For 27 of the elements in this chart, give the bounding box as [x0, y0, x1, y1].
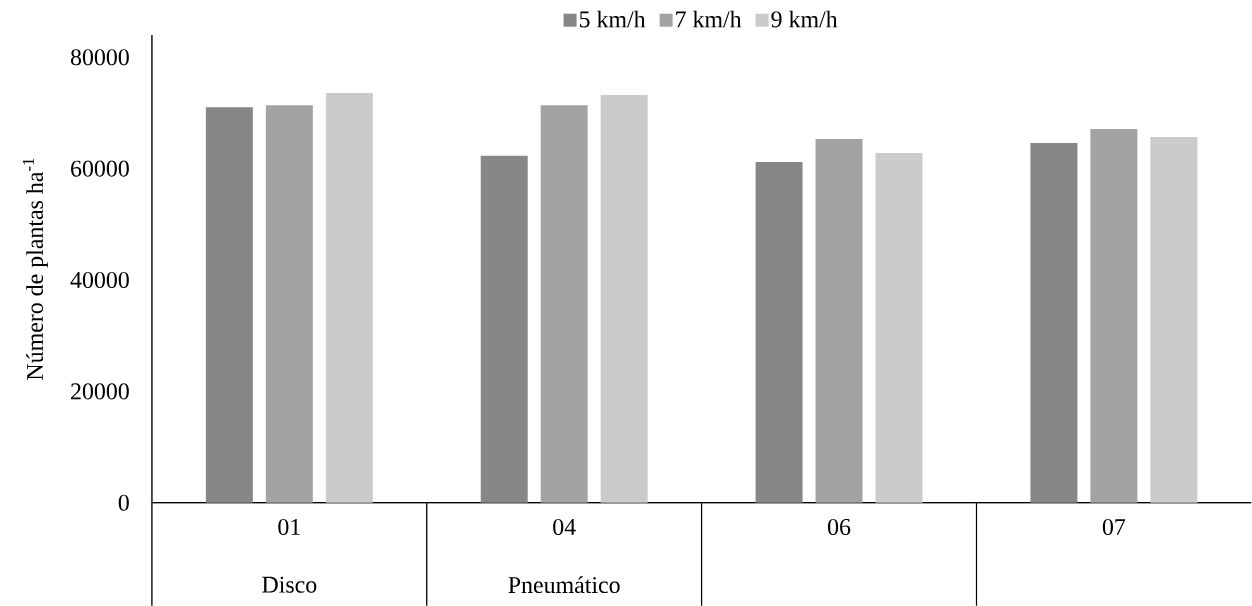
- bar: [1090, 128, 1138, 503]
- x-tick-label: 01: [278, 518, 300, 535]
- x-tick-label: 07: [1102, 518, 1126, 535]
- bar: [205, 107, 253, 503]
- y-tick-label: 40000: [70, 271, 129, 288]
- y-tick-label: 60000: [71, 160, 129, 177]
- bar: [815, 138, 863, 503]
- x-tick-label: 06: [828, 518, 851, 535]
- x-tick-label: 04: [553, 518, 576, 535]
- legend-label: 9 km/h: [771, 10, 838, 28]
- bar: [480, 155, 528, 503]
- bar: [1150, 136, 1198, 503]
- bar: [325, 92, 373, 503]
- bar: [265, 104, 313, 503]
- bar: [540, 104, 588, 503]
- text: Disco: [262, 576, 317, 593]
- bar: [875, 152, 923, 503]
- text: Pneumático: [508, 576, 620, 593]
- bar: [600, 94, 648, 503]
- y-axis-title: Número de plantas ha$^{-1}$: [22, 158, 48, 380]
- y-tick-label: 20000: [71, 383, 129, 400]
- bar: [1030, 142, 1078, 503]
- y-tick-label: 80000: [70, 49, 129, 66]
- bar: [755, 161, 803, 503]
- y-tick-label: 0: [118, 494, 129, 511]
- legend-label: 5 km/h: [579, 10, 646, 28]
- legend-label: 7 km/h: [676, 10, 742, 28]
